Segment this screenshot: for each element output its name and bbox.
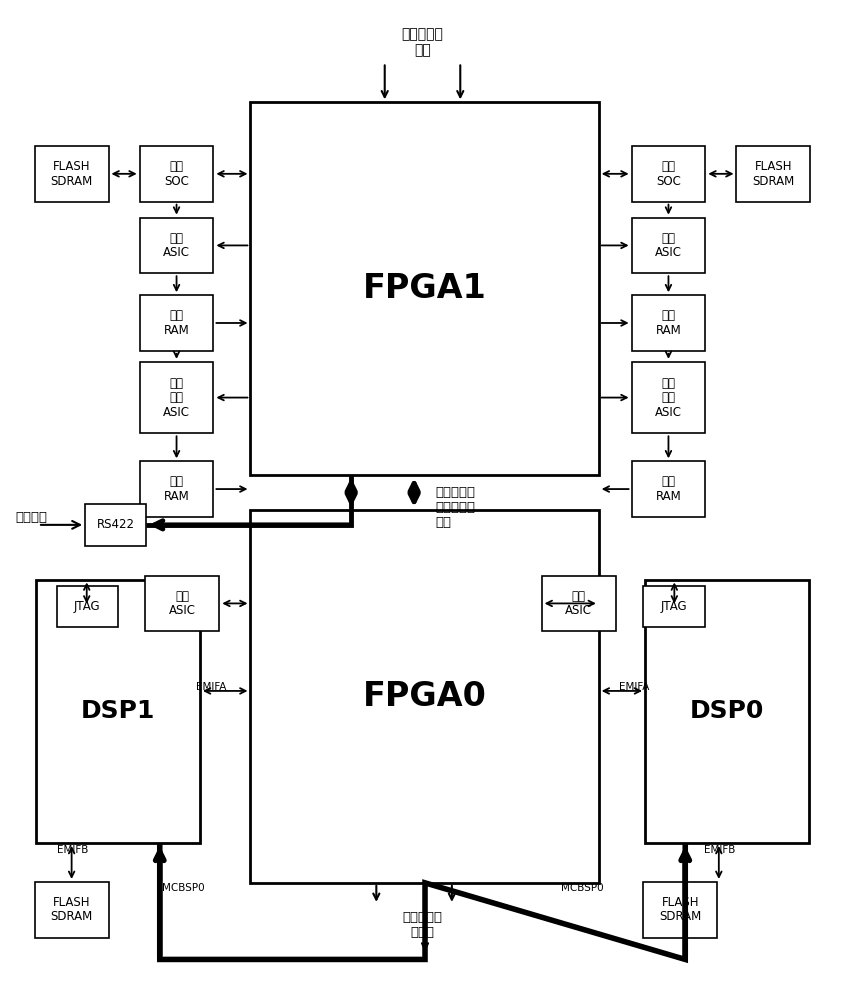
Bar — [57, 586, 117, 627]
Bar — [250, 102, 598, 475]
Text: 标记
ASIC: 标记 ASIC — [565, 590, 592, 617]
Text: FLASH
SDRAM: FLASH SDRAM — [751, 160, 793, 188]
Bar — [85, 504, 146, 546]
Text: 标记
ASIC: 标记 ASIC — [169, 590, 196, 617]
Text: 校正
SOC: 校正 SOC — [164, 160, 189, 188]
Text: 旋转
ASIC: 旋转 ASIC — [163, 232, 190, 259]
Text: DSP1: DSP1 — [81, 699, 155, 723]
Text: 多级
滤波
ASIC: 多级 滤波 ASIC — [163, 377, 190, 419]
Text: 激光和红外
图像: 激光和红外 图像 — [401, 27, 443, 58]
Bar — [35, 146, 108, 202]
Bar — [541, 576, 614, 631]
Bar — [36, 580, 200, 843]
Bar — [139, 461, 214, 517]
Bar — [642, 586, 704, 627]
Text: 多级
滤波
ASIC: 多级 滤波 ASIC — [654, 377, 681, 419]
Text: MCBSP0: MCBSP0 — [560, 883, 603, 893]
Text: FLASH
SDRAM: FLASH SDRAM — [51, 896, 93, 923]
Bar — [642, 882, 717, 938]
Text: FLASH
SDRAM: FLASH SDRAM — [658, 896, 701, 923]
Bar — [630, 146, 705, 202]
Bar — [250, 510, 598, 883]
Bar — [630, 295, 705, 351]
Text: MCBSP0: MCBSP0 — [162, 883, 204, 893]
Text: JTAG: JTAG — [660, 600, 686, 613]
Text: 飞行参数: 飞行参数 — [15, 511, 47, 524]
Bar — [630, 218, 705, 273]
Text: EMIFB: EMIFB — [57, 845, 88, 855]
Text: 融合识别结
果输出: 融合识别结 果输出 — [402, 911, 442, 939]
Bar — [644, 580, 808, 843]
Text: 双口
RAM: 双口 RAM — [655, 475, 680, 503]
Text: FPGA1: FPGA1 — [362, 272, 486, 305]
Text: 双口
RAM: 双口 RAM — [655, 309, 680, 337]
Text: 旋转
ASIC: 旋转 ASIC — [654, 232, 681, 259]
Bar — [736, 146, 809, 202]
Text: EMIFB: EMIFB — [703, 845, 734, 855]
Text: EMIFA: EMIFA — [618, 682, 648, 692]
Bar — [630, 362, 705, 433]
Bar — [139, 146, 214, 202]
Text: 校正
SOC: 校正 SOC — [655, 160, 680, 188]
Bar — [35, 882, 108, 938]
Text: DSP0: DSP0 — [689, 699, 763, 723]
Text: FPGA0: FPGA0 — [362, 680, 486, 713]
Text: 预处理后的
激光和红外
图像: 预处理后的 激光和红外 图像 — [435, 486, 474, 529]
Bar — [139, 218, 214, 273]
Text: 双口
RAM: 双口 RAM — [164, 475, 189, 503]
Text: RS422: RS422 — [96, 518, 134, 531]
Text: EMIFA: EMIFA — [196, 682, 226, 692]
Text: FLASH
SDRAM: FLASH SDRAM — [51, 160, 93, 188]
Bar — [139, 362, 214, 433]
Bar — [139, 295, 214, 351]
Text: 双口
RAM: 双口 RAM — [164, 309, 189, 337]
Bar — [630, 461, 705, 517]
Text: JTAG: JTAG — [73, 600, 100, 613]
Bar — [145, 576, 219, 631]
